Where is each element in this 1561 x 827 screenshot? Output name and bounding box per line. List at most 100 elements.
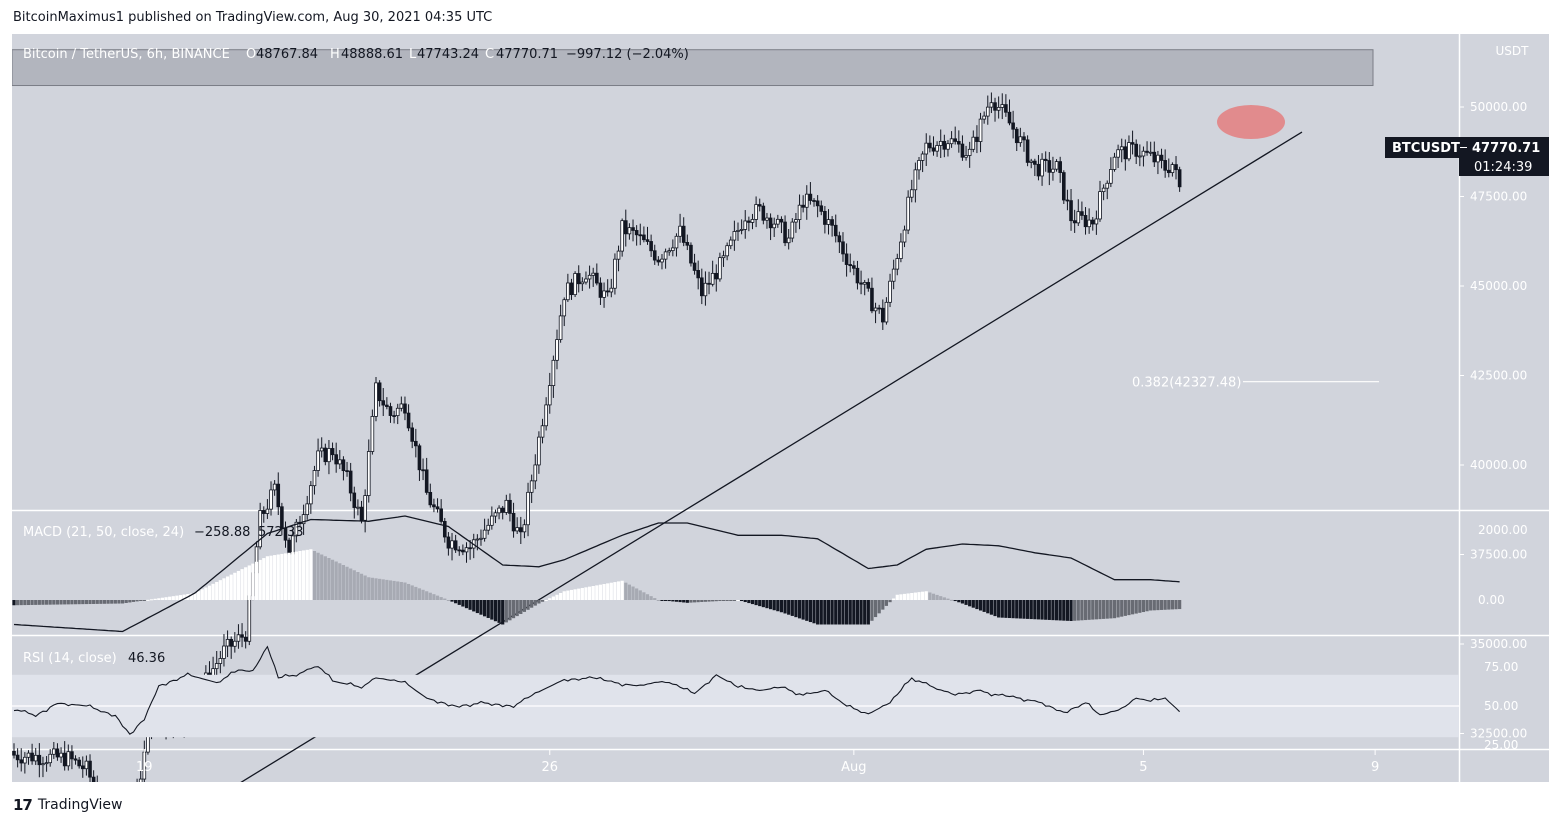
macd-bar — [721, 600, 726, 601]
candle-body — [718, 257, 722, 280]
candle-body — [812, 200, 816, 202]
macd-bar — [787, 600, 791, 615]
macd-bar — [819, 600, 823, 625]
macd-bar — [591, 586, 595, 600]
macd-bar — [428, 592, 432, 600]
macd-bar — [1105, 600, 1109, 619]
macd-bar — [349, 568, 353, 600]
highlight-ellipse[interactable] — [1217, 105, 1285, 139]
macd-bar — [1145, 600, 1149, 612]
macd-bar — [1051, 600, 1055, 621]
macd-bar — [678, 600, 682, 603]
candle-body — [681, 225, 686, 243]
macd-bar — [660, 600, 664, 601]
macd-bar — [986, 600, 990, 614]
candle-body — [815, 200, 820, 207]
candle-body — [547, 385, 552, 406]
macd-bar — [736, 600, 740, 601]
candle-body — [917, 160, 921, 171]
candle-body — [1004, 104, 1008, 113]
macd-bar — [294, 551, 298, 600]
candle-body — [1080, 211, 1084, 216]
candle-body — [37, 754, 42, 766]
macd-bar — [117, 600, 121, 604]
macd-bar — [1033, 600, 1037, 620]
candle-body — [55, 748, 60, 758]
macd-bar — [595, 585, 599, 600]
macd-bar — [714, 600, 718, 602]
axis-currency: USDT — [1496, 44, 1530, 58]
chart-area[interactable]: 0.382(42327.48) Bitcoin / TetherUS, 6h, … — [11, 11, 1549, 827]
macd-tick-label: 0.00 — [1478, 593, 1505, 607]
candle-body — [399, 403, 404, 409]
macd-bar — [1167, 600, 1171, 610]
macd-bar — [924, 591, 928, 600]
macd-bar — [1040, 600, 1044, 620]
candle-body — [671, 247, 675, 252]
macd-bar — [895, 594, 899, 600]
candle-body — [634, 230, 639, 236]
macd-bar — [620, 580, 624, 600]
macd-bar — [1047, 600, 1051, 620]
candle-body — [511, 512, 516, 532]
candle-body — [280, 506, 284, 529]
candle-body — [551, 359, 556, 386]
legend-l-label: L — [409, 47, 417, 62]
resistance-zone[interactable] — [11, 49, 1374, 87]
candle-body — [424, 469, 429, 493]
candle-body — [1152, 151, 1157, 163]
macd-bar — [616, 581, 621, 600]
macd-bar — [982, 600, 986, 612]
candle-body — [906, 196, 910, 231]
macd-bar — [888, 600, 892, 603]
macd-bar — [1163, 600, 1167, 610]
time-axis-panel — [12, 749, 1549, 782]
candle-body — [316, 450, 320, 471]
macd-bar — [1123, 600, 1127, 616]
macd-bar — [1109, 600, 1113, 619]
macd-bar — [1087, 600, 1091, 620]
macd-bar — [797, 600, 802, 619]
candle-body — [1145, 150, 1149, 153]
macd-bar — [251, 563, 255, 600]
macd-bar — [1080, 600, 1084, 621]
price-badge[interactable]: BTCUSDT 47770.71 01:24:39 — [1385, 137, 1549, 176]
candle-body — [243, 636, 248, 642]
macd-bar — [1044, 600, 1048, 620]
macd-bar — [921, 591, 925, 600]
macd-bar — [808, 600, 812, 623]
macd-bar — [464, 600, 469, 609]
candle-body — [931, 147, 936, 152]
macd-bar — [946, 598, 950, 600]
candle-body — [1156, 154, 1160, 163]
macd-bar — [439, 597, 443, 600]
macd-bar — [913, 592, 917, 600]
macd-bar — [830, 600, 834, 625]
macd-bar — [696, 600, 700, 603]
candle-body — [841, 241, 845, 255]
candle-body — [1036, 163, 1041, 177]
candle-body — [663, 251, 668, 260]
candle-body — [613, 258, 617, 289]
macd-bar — [794, 600, 798, 618]
macd-bar — [587, 586, 592, 600]
candle-body — [88, 760, 92, 778]
chart-svg[interactable]: 0.382(42327.48) Bitcoin / TetherUS, 6h, … — [11, 11, 1549, 827]
candle-body — [508, 499, 512, 514]
macd-bar — [1174, 600, 1178, 610]
legend-close: 47770.71 — [496, 47, 558, 62]
macd-bar — [399, 581, 403, 600]
macd-bar — [269, 555, 273, 600]
macd-bar — [642, 592, 646, 600]
macd-bar — [276, 554, 280, 600]
macd-bar — [692, 600, 697, 603]
candle-body — [461, 549, 465, 553]
candle-body — [1159, 154, 1164, 161]
macd-bar — [598, 584, 603, 600]
macd-bar — [229, 574, 233, 600]
macd-bar — [280, 553, 284, 600]
macd-bar — [772, 600, 776, 611]
footer-brand[interactable]: 17 TradingView — [13, 796, 122, 814]
candle-body — [305, 503, 310, 516]
macd-bar — [873, 600, 878, 618]
